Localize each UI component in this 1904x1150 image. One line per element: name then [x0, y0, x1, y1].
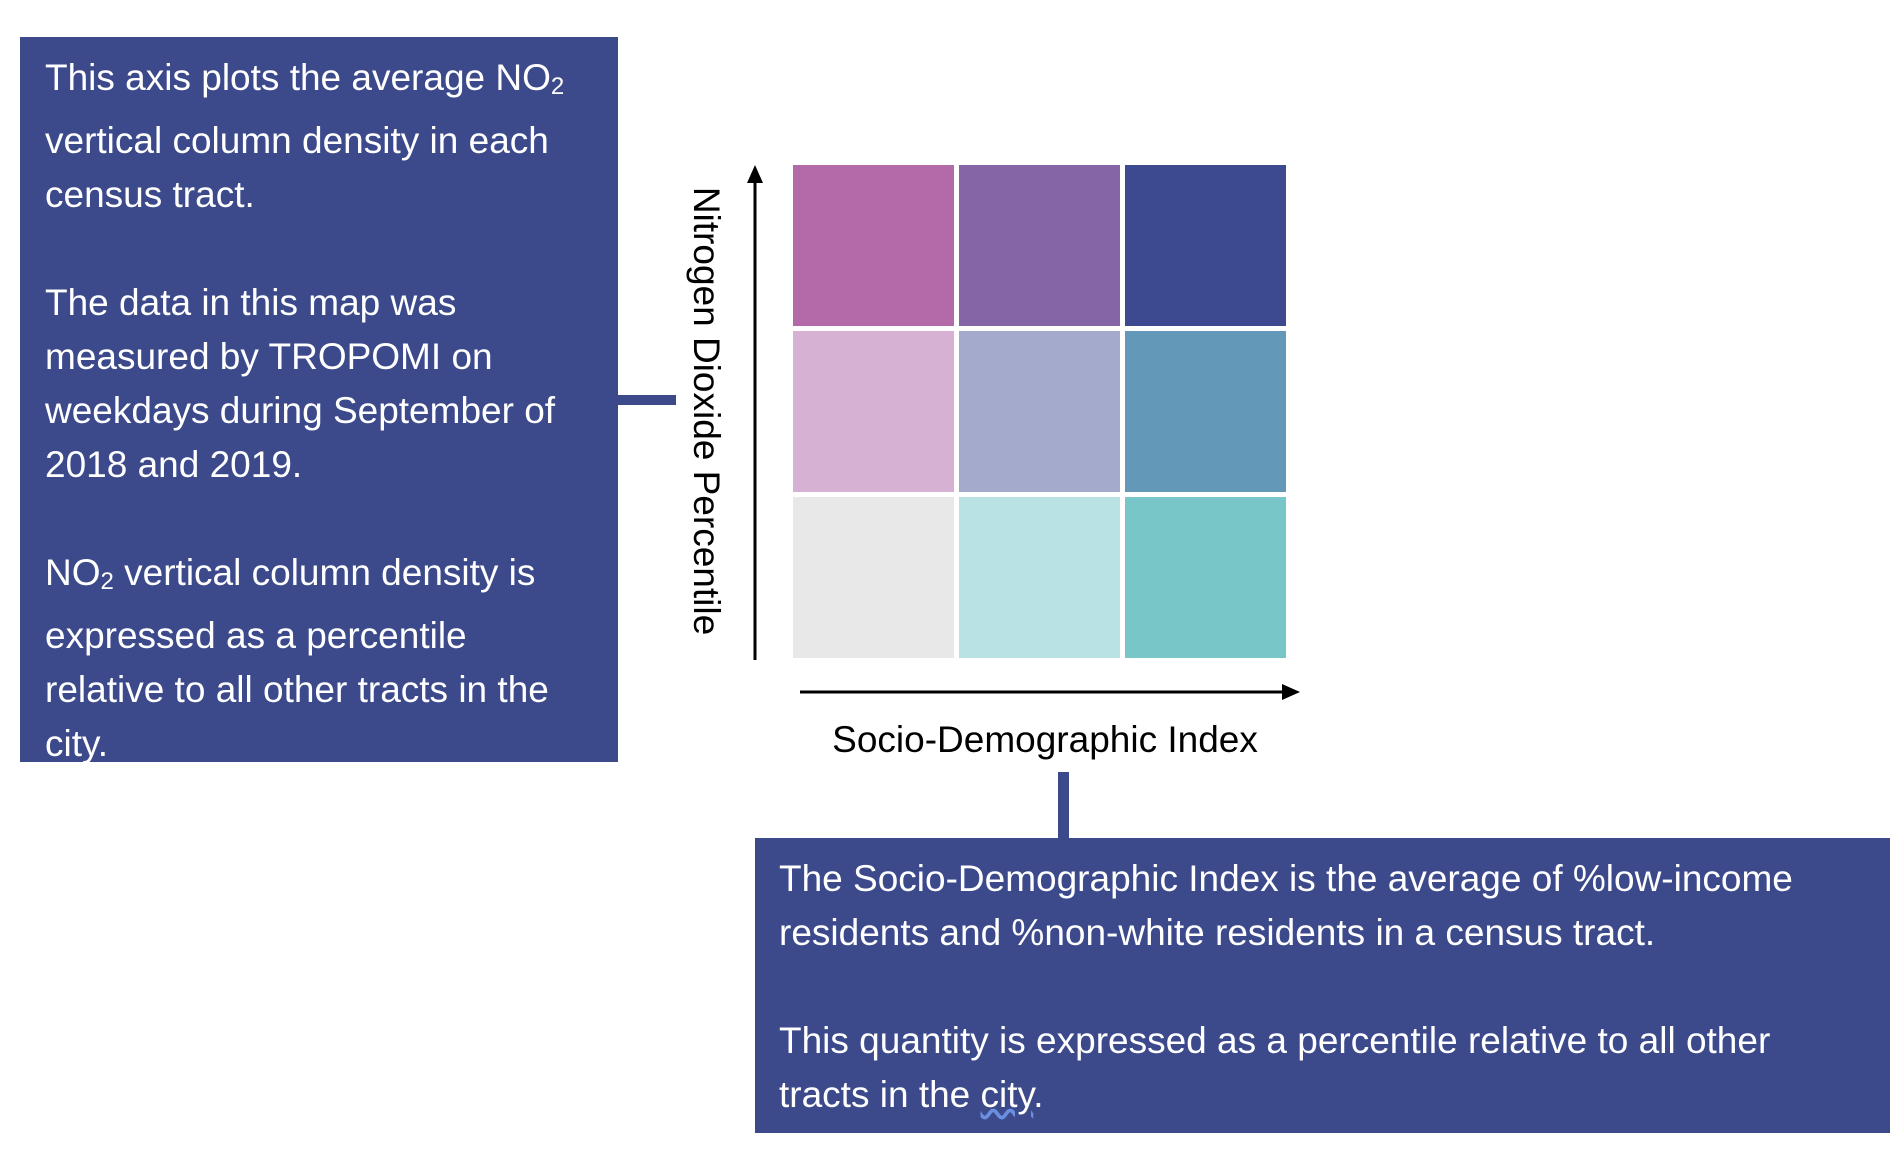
bottom-callout-connector: [1058, 772, 1069, 838]
x-axis-explanation-paragraph-1: The Socio-Demographic Index is the avera…: [779, 858, 1793, 953]
legend-cell-high-no2-high-index: [1125, 165, 1286, 326]
legend-cell-mid-no2-mid-index: [959, 331, 1120, 492]
paragraph-2-text-end: .: [1033, 1074, 1044, 1115]
y-axis-explanation-paragraph-3: NO2 vertical column density is expressed…: [45, 546, 596, 771]
legend-cell-mid-no2-high-index: [1125, 331, 1286, 492]
y-axis-label: Nitrogen Dioxide Percentile: [686, 186, 727, 636]
paragraph-3-text-start: NO: [45, 552, 101, 593]
y-axis-explanation-callout: This axis plots the average NO2 vertical…: [20, 37, 618, 764]
y-axis-explanation-paragraph-1: This axis plots the average NO2 vertical…: [45, 51, 596, 222]
legend-cell-high-no2-mid-index: [959, 165, 1120, 326]
paragraph-3-text-end: vertical column density is expressed as …: [45, 552, 549, 764]
legend-cell-low-no2-high-index: [1125, 497, 1286, 658]
paragraph-2-text-start: This quantity is expressed as a percenti…: [779, 1020, 1771, 1115]
legend-cell-low-no2-low-index: [793, 497, 954, 658]
x-axis-arrow: [800, 684, 1300, 700]
no2-subscript: 2: [550, 73, 565, 100]
legend-cell-mid-no2-low-index: [793, 331, 954, 492]
x-axis-label: Socio-Demographic Index: [832, 719, 1258, 760]
x-axis-explanation-paragraph-2: This quantity is expressed as a percenti…: [779, 1014, 1868, 1122]
y-axis-arrow: [747, 165, 763, 660]
paragraph-1-text-end: vertical column density in each census t…: [45, 120, 549, 215]
legend-cell-low-no2-mid-index: [959, 497, 1120, 658]
spellcheck-underlined-word: city: [980, 1074, 1034, 1115]
legend-cell-high-no2-low-index: [793, 165, 954, 326]
no2-subscript: 2: [100, 568, 114, 595]
paragraph-1-text-start: This axis plots the average NO: [45, 57, 551, 98]
left-callout-connector: [618, 395, 676, 405]
x-axis-explanation-callout: The Socio-Demographic Index is the avera…: [755, 838, 1890, 1133]
y-axis-explanation-paragraph-2: The data in this map was measured by TRO…: [45, 282, 556, 485]
